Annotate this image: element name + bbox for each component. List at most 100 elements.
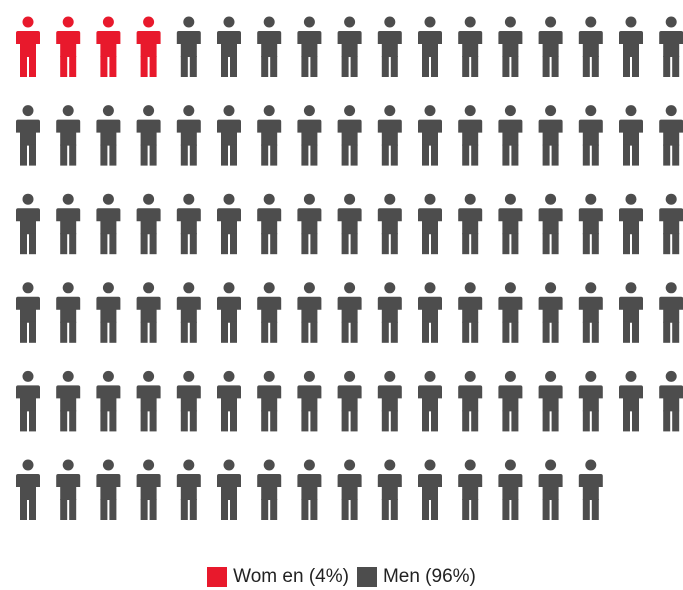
person-body [538,296,563,323]
person-head [102,16,114,28]
person-body [458,474,483,500]
person-head [62,105,74,117]
person-leg-right [632,233,639,255]
person-icon-men [257,459,282,520]
person-head [424,193,436,205]
person-body [176,208,201,235]
person-head [384,370,396,382]
person-icon-men [297,193,322,255]
person-body [578,208,603,235]
person-head [143,105,155,117]
person-body [538,119,563,146]
person-icon-men [418,193,442,255]
person-body [136,474,161,500]
person-leg-right [350,499,358,520]
person-leg-left [582,233,590,255]
person-head [102,370,114,382]
person-head [102,105,114,117]
person-icon-grid [16,16,683,520]
person-leg-left [341,56,349,77]
person-head [504,370,516,382]
person-body [297,474,322,500]
person-leg-left [623,410,630,432]
person-body [96,119,121,146]
person-icon-men [498,459,523,520]
person-leg-left [140,144,148,166]
person-leg-right [310,56,318,77]
person-leg-left [20,56,27,77]
person-icon-men [538,459,563,520]
person-leg-right [350,56,358,77]
person-leg-right [189,144,197,166]
person-leg-left [542,233,550,255]
person-body [498,208,523,235]
person-body [418,385,442,412]
person-body [56,385,81,412]
person-head [384,459,396,471]
person-leg-right [230,233,237,255]
person-leg-right [109,56,117,77]
person-head [585,370,597,382]
person-body [458,31,483,57]
legend-label-women: Wom en (4%) [233,566,349,587]
person-body [257,385,282,412]
person-icon-men [458,16,483,77]
person-leg-left [180,499,188,520]
person-head [22,370,34,382]
person-leg-right [591,56,599,77]
person-body [16,474,40,500]
person-icon-women [136,16,161,77]
person-leg-left [542,321,550,343]
person-head [344,105,356,117]
person-icon-men [176,193,201,255]
person-icon-men [337,282,362,343]
person-body [176,31,201,57]
person-leg-right [189,499,197,520]
person-leg-left [301,410,309,432]
person-leg-left [221,410,228,432]
person-leg-left [261,321,269,343]
person-body [538,208,563,235]
person-leg-right [29,56,36,77]
person-body [377,296,402,323]
person-leg-right [230,321,237,343]
person-leg-right [149,499,157,520]
person-leg-right [431,144,438,166]
person-leg-right [270,321,278,343]
person-icon-men [418,105,442,166]
person-body [217,208,241,235]
person-head [183,16,195,28]
person-icon-men [578,105,603,166]
person-head [424,105,436,117]
person-head [545,370,557,382]
person-leg-right [390,144,398,166]
person-leg-left [20,233,27,255]
person-leg-left [20,144,27,166]
person-leg-right [672,321,680,343]
person-leg-left [623,56,630,77]
person-icon-men [659,193,683,255]
person-leg-right [310,233,318,255]
person-leg-right [431,56,438,77]
person-leg-left [100,321,108,343]
person-leg-left [381,499,389,520]
person-icon-men [56,193,81,255]
person-leg-right [189,56,197,77]
person-leg-right [551,144,559,166]
person-leg-left [542,410,550,432]
person-head [22,459,34,471]
person-leg-right [632,410,639,432]
person-icon-men [458,193,483,255]
person-body [377,474,402,500]
person-leg-left [221,144,228,166]
person-icon-men [377,193,402,255]
person-leg-right [551,56,559,77]
person-body [659,296,683,323]
person-leg-left [462,56,470,77]
person-body [659,31,683,57]
person-icon-men [176,282,201,343]
person-head [384,105,396,117]
person-body [418,119,442,146]
person-leg-right [551,233,559,255]
person-body [578,119,603,146]
